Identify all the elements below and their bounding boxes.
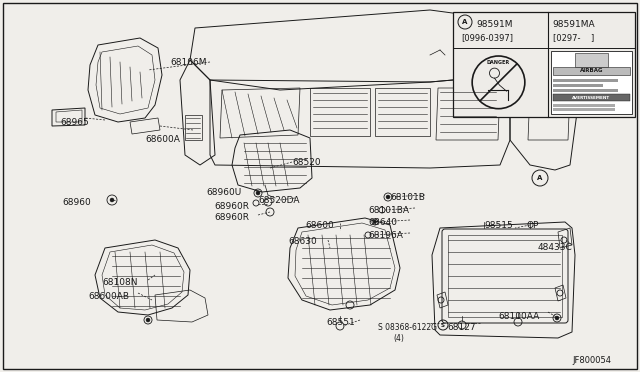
Text: 68520DA: 68520DA (258, 196, 300, 205)
Text: 6B640: 6B640 (368, 218, 397, 227)
Bar (552, 104, 614, 107)
Bar (375, 88, 430, 136)
Bar (552, 94, 630, 101)
Text: S 08368-6122G: S 08368-6122G (378, 323, 437, 332)
Text: 68101B: 68101B (390, 193, 425, 202)
Circle shape (110, 198, 114, 202)
Bar (550, 51, 632, 114)
Text: 68101BA: 68101BA (368, 206, 409, 215)
Text: 68196A: 68196A (368, 231, 403, 240)
Text: 68630: 68630 (288, 237, 317, 246)
Text: 68106M: 68106M (170, 58, 207, 67)
Text: 68960: 68960 (62, 198, 91, 207)
Text: 48433C: 48433C (538, 243, 573, 252)
Text: S: S (441, 323, 445, 328)
Text: 68100AA: 68100AA (498, 312, 540, 321)
Text: AVERTISSEMENT: AVERTISSEMENT (572, 96, 611, 100)
Bar (552, 67, 630, 76)
Text: 98515: 98515 (484, 221, 513, 230)
Text: (4): (4) (393, 334, 404, 343)
Text: 68127: 68127 (447, 323, 476, 332)
Text: A: A (462, 19, 468, 25)
Bar (552, 108, 614, 112)
Text: 68960U: 68960U (206, 188, 241, 197)
Circle shape (146, 318, 150, 322)
Bar (453, 12, 635, 117)
Text: JF800054: JF800054 (572, 356, 611, 365)
Text: DANGER: DANGER (487, 60, 510, 65)
Text: 68965: 68965 (60, 118, 89, 127)
Text: AIRBAG: AIRBAG (580, 68, 603, 73)
Bar (552, 78, 618, 82)
Text: 98591M: 98591M (476, 20, 513, 29)
Text: [0996-0397]: [0996-0397] (461, 33, 513, 42)
Bar (552, 89, 618, 93)
Text: 68960R: 68960R (214, 213, 249, 222)
Circle shape (256, 191, 260, 195)
Text: OP: OP (527, 221, 540, 230)
Bar (310, 88, 370, 136)
Bar (552, 84, 603, 87)
Text: 68600: 68600 (305, 221, 333, 230)
Text: A: A (538, 175, 543, 181)
Text: 68600A: 68600A (145, 135, 180, 144)
Text: 68600AB: 68600AB (88, 292, 129, 301)
Text: 68960R: 68960R (214, 202, 249, 211)
Text: 98591MA: 98591MA (552, 20, 595, 29)
Text: 68551: 68551 (326, 318, 355, 327)
Text: [0297-    ]: [0297- ] (552, 33, 594, 42)
Bar (575, 53, 607, 67)
Bar (448, 235, 562, 317)
Circle shape (555, 316, 559, 320)
Circle shape (386, 195, 390, 199)
Text: 68520: 68520 (292, 158, 321, 167)
Text: 68108N: 68108N (102, 278, 138, 287)
Circle shape (374, 221, 376, 224)
